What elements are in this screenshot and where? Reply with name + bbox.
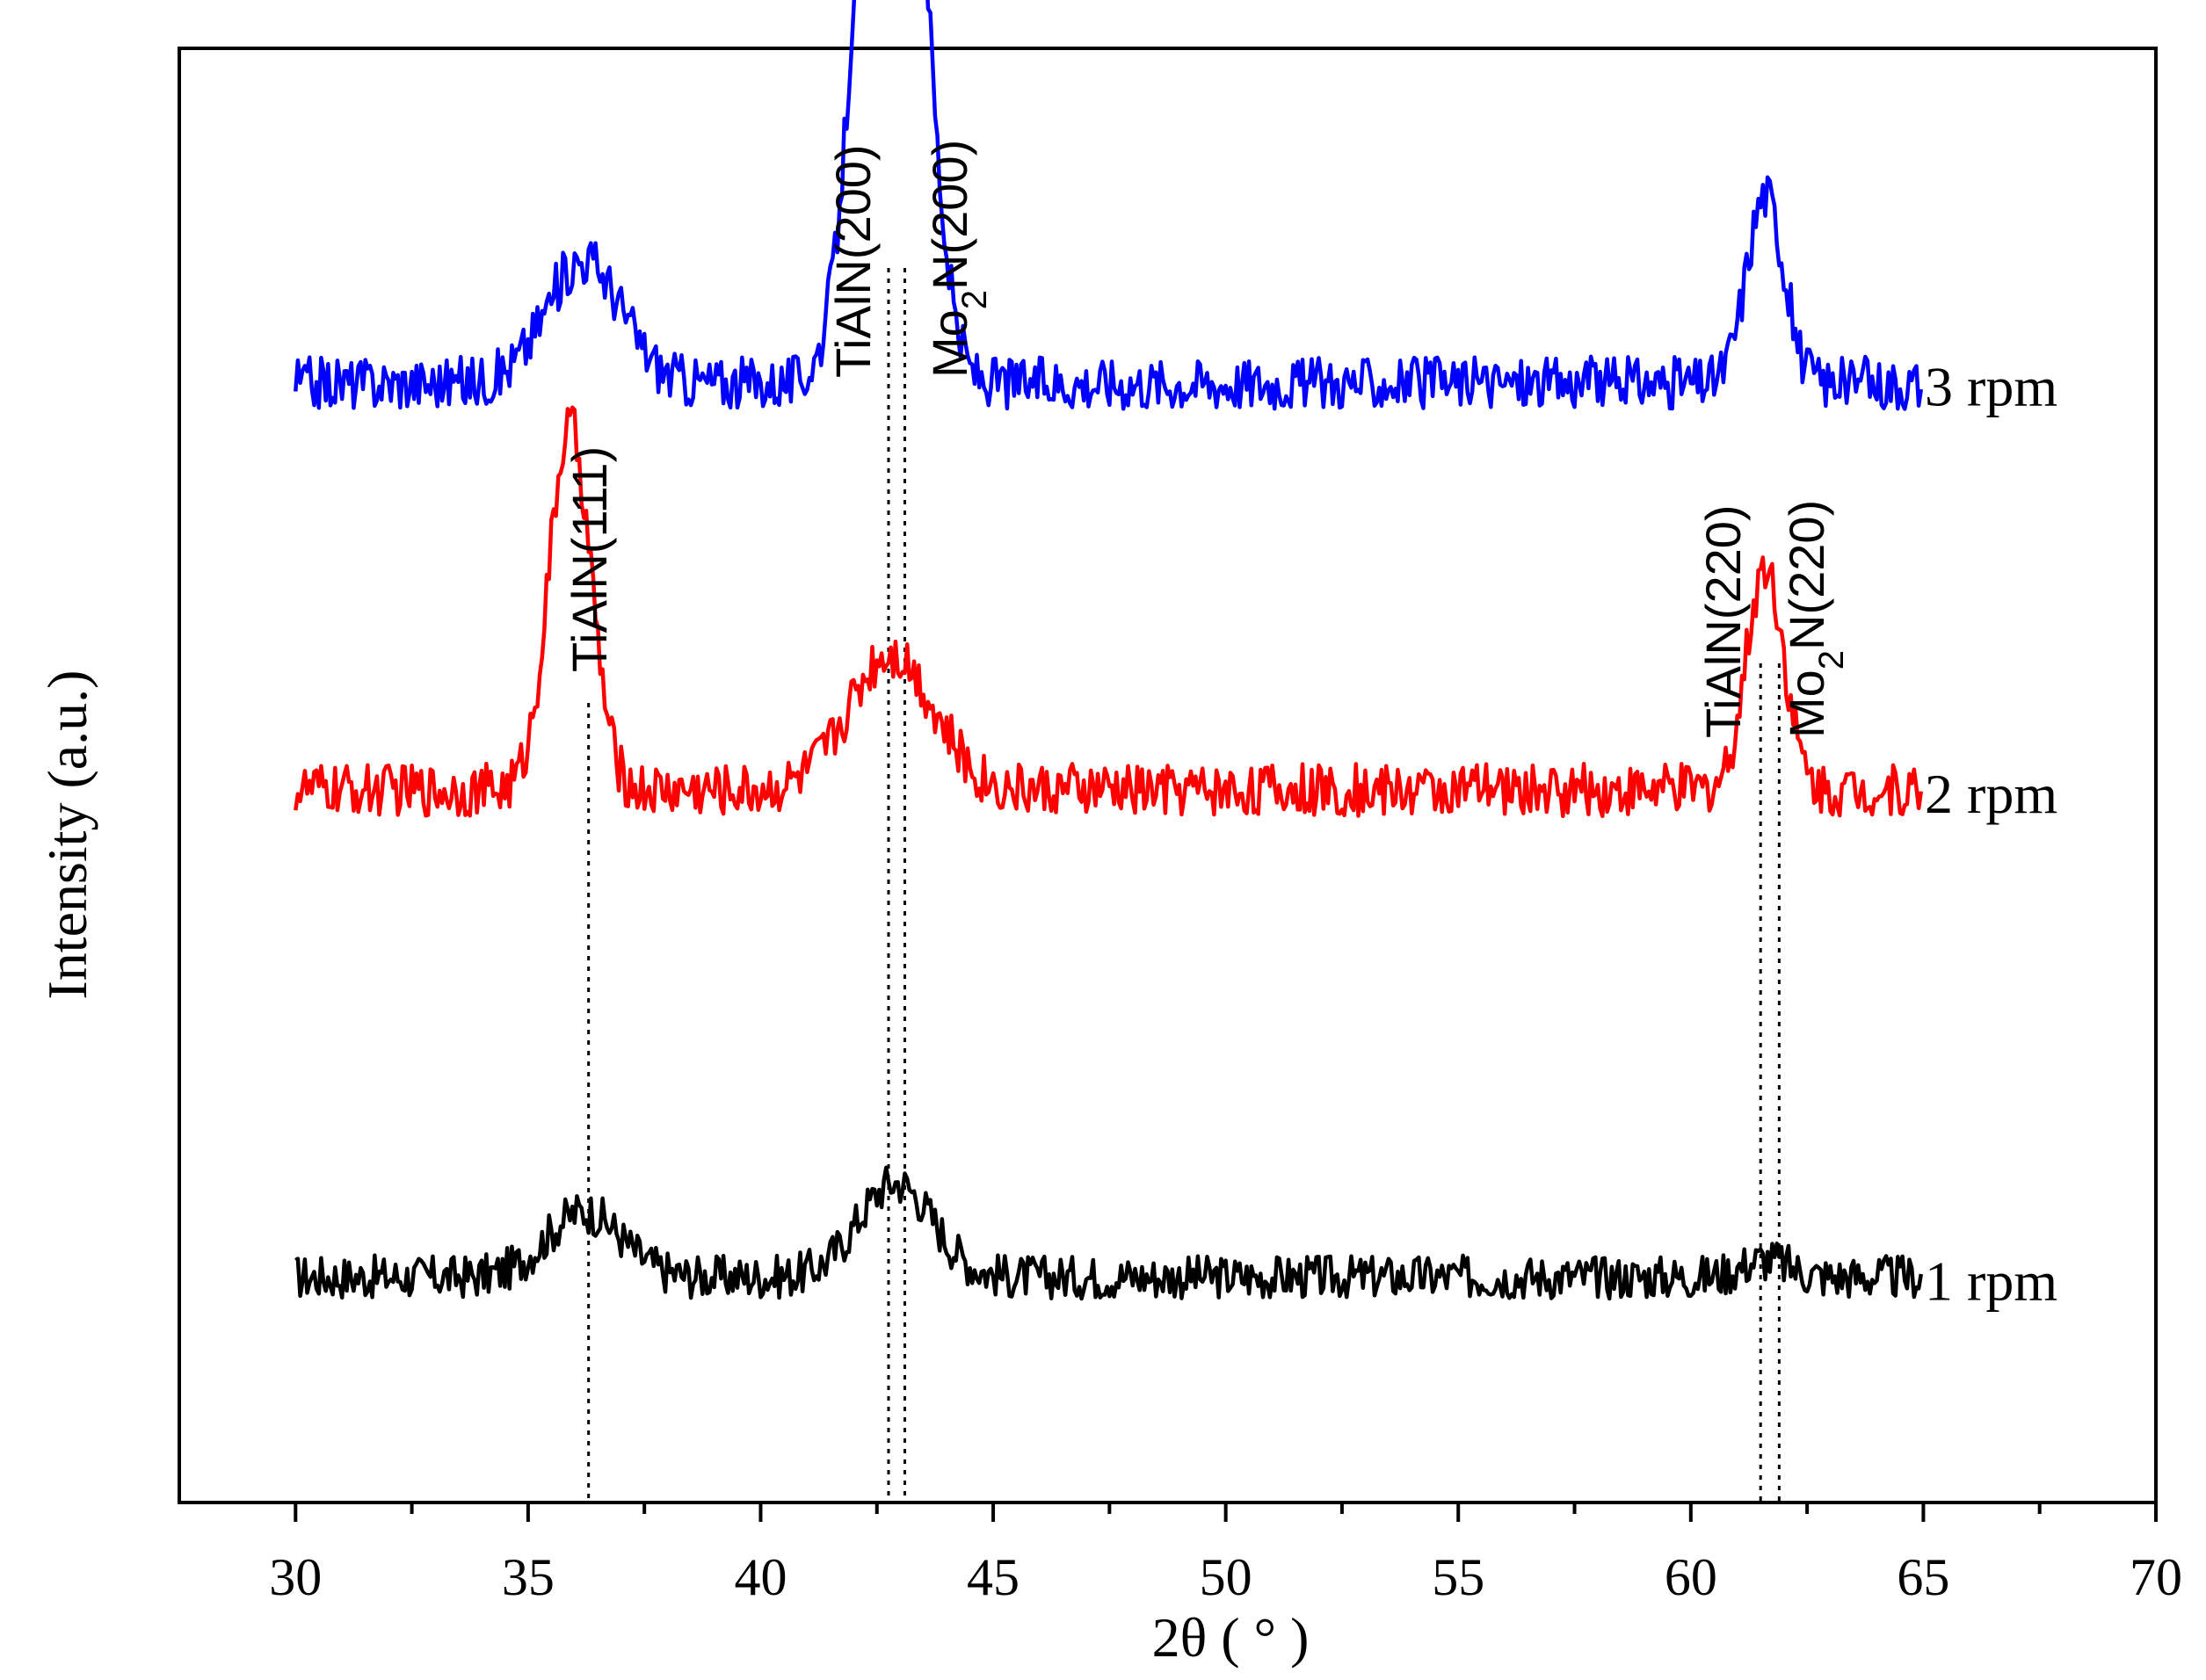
x-tick-label: 50: [1200, 1548, 1252, 1606]
peak-annotations: TiAlN(111) TiAlN(200) Mo2N(200) TiAlN(220) M…: [562, 140, 1851, 738]
x-tick-label: 55: [1432, 1548, 1484, 1606]
plot-frame: [178, 47, 2158, 1504]
x-tick-label: 65: [1897, 1548, 1949, 1606]
series-lines: [294, 0, 1924, 1301]
peak-annotation: TiAlN(111): [562, 446, 617, 672]
series-label: 2 rpm: [1925, 763, 2057, 825]
x-axis-title: 2θ ( ° ): [1152, 1606, 1310, 1669]
y-axis-title: Intensity (a.u.): [36, 670, 98, 1000]
peak-annotation: Mo2N(220): [1779, 500, 1851, 738]
x-tick-label: 60: [1665, 1548, 1717, 1606]
x-tick-label: 30: [269, 1548, 322, 1606]
series-line-3-rpm: [294, 0, 1924, 411]
x-tick-label: 40: [734, 1548, 787, 1606]
reference-lines: [587, 268, 1781, 1503]
series-label: 3 rpm: [1925, 356, 2057, 418]
x-axis: 30 35 40 45 50 55 60 65 70: [269, 1503, 2182, 1606]
series-labels: 1 rpm 2 rpm 3 rpm: [1925, 356, 2057, 1313]
series-line-2-rpm: [294, 405, 1924, 819]
peak-annotation: Mo2N(200): [922, 140, 994, 378]
peak-annotation: TiAlN(200): [825, 144, 881, 378]
peak-annotation: TiAlN(220): [1695, 504, 1751, 738]
series-line-1-rpm: [294, 1165, 1924, 1301]
x-tick-label: 35: [502, 1548, 555, 1606]
x-tick-label: 45: [967, 1548, 1020, 1606]
x-tick-label: 70: [2130, 1548, 2182, 1606]
series-label: 1 rpm: [1925, 1249, 2057, 1312]
